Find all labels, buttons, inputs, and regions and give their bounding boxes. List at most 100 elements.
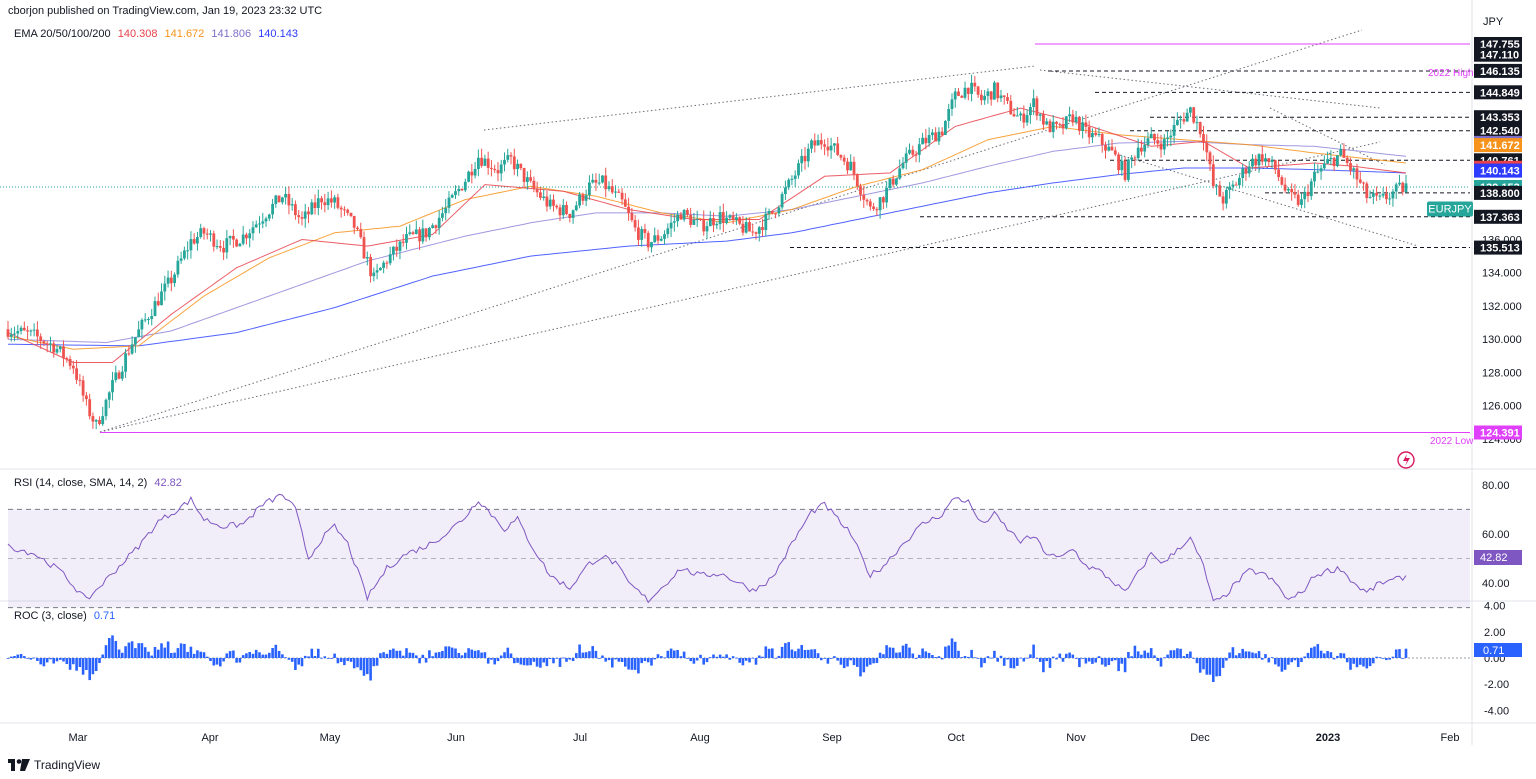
trendline <box>483 65 1036 131</box>
candle-body <box>42 341 46 344</box>
roc-bar <box>428 650 431 658</box>
roc-bar <box>1019 657 1022 659</box>
roc-bar <box>29 658 33 660</box>
candle-body <box>1133 157 1137 159</box>
roc-bar <box>996 658 999 662</box>
candle-body <box>19 327 23 332</box>
roc-bar <box>807 649 810 658</box>
roc-bar <box>741 658 745 666</box>
roc-bar <box>421 654 425 658</box>
tradingview-logo[interactable]: TradingView <box>8 758 100 772</box>
roc-bar <box>1176 648 1179 658</box>
roc-bar <box>124 646 127 658</box>
ema100-value: 141.806 <box>211 28 252 40</box>
roc-bar <box>1182 656 1186 658</box>
candle-body <box>1025 115 1029 123</box>
roc-bar <box>477 650 480 658</box>
roc-bar <box>6 658 10 659</box>
ema-legend[interactable]: EMA 20/50/100/200 140.308 141.672 141.80… <box>14 28 298 40</box>
candle-body <box>271 204 274 215</box>
roc-bar <box>620 658 624 662</box>
candle-body <box>960 95 964 98</box>
roc-bar <box>578 644 581 658</box>
roc-bar <box>1251 652 1254 658</box>
roc-bar <box>761 656 764 658</box>
candle-body <box>196 237 199 244</box>
candle-body <box>405 234 408 243</box>
candle-body <box>1015 115 1019 117</box>
candle-body <box>800 155 804 164</box>
candle-body <box>846 161 849 171</box>
candle-body <box>826 146 830 151</box>
roc-bar <box>411 652 415 658</box>
roc-legend[interactable]: ROC (3, close) 0.71 <box>14 610 115 622</box>
candle-body <box>1205 142 1209 153</box>
candle-body <box>477 157 480 169</box>
roc-bar <box>653 658 656 660</box>
candle-body <box>813 140 817 146</box>
candle-body <box>1385 193 1388 200</box>
roc-bar <box>101 654 104 658</box>
candle-body <box>470 171 474 176</box>
candle-body <box>303 211 307 219</box>
candle-body <box>189 239 193 251</box>
candle-body <box>970 82 973 94</box>
candle-body <box>519 163 523 168</box>
rsi-tick: 40.00 <box>1482 578 1510 590</box>
candle-body <box>212 233 216 247</box>
publish-info: cborjon published on TradingView.com, Ja… <box>8 5 323 17</box>
roc-bar <box>888 647 892 658</box>
roc-bar <box>777 655 781 658</box>
rsi-legend[interactable]: RSI (14, close, SMA, 14, 2) 42.82 <box>14 477 182 489</box>
roc-bar <box>1094 658 1097 663</box>
candle-body <box>98 420 101 424</box>
roc-bar <box>1029 654 1032 658</box>
candle-body <box>235 239 238 247</box>
roc-bar <box>431 656 434 658</box>
price-badge-text: 142.540 <box>1480 126 1520 138</box>
candle-body <box>483 158 487 166</box>
roc-bar <box>313 656 317 658</box>
candle-body <box>150 316 154 319</box>
candle-body <box>944 121 947 135</box>
candle-body <box>251 227 255 234</box>
candle-body <box>1368 196 1372 198</box>
candle-body <box>1172 125 1176 136</box>
candle-body <box>395 246 399 251</box>
roc-bar <box>1153 655 1156 658</box>
rsi-value-text: 42.82 <box>1480 552 1508 564</box>
lightning-icon[interactable] <box>1397 451 1415 469</box>
candle-body <box>1094 133 1098 135</box>
roc-bar <box>699 654 702 658</box>
roc-bar <box>725 654 728 658</box>
candle-body <box>457 188 461 192</box>
grid-lines <box>0 0 1536 745</box>
candle-body <box>245 234 248 239</box>
candle-body <box>120 371 124 379</box>
roc-bar <box>1326 651 1329 658</box>
roc-bar <box>170 653 173 658</box>
roc-bar <box>1329 652 1333 658</box>
symbol-tag[interactable]: EURJPY <box>1427 201 1473 217</box>
roc-bar <box>333 653 336 658</box>
candle-body <box>137 329 141 338</box>
rsi-line <box>7 493 1407 604</box>
roc-bar <box>418 658 421 664</box>
candle-body <box>901 162 905 169</box>
candle-body <box>473 169 477 176</box>
candle-body <box>1365 183 1369 198</box>
candle-body <box>614 191 617 193</box>
candle-body <box>784 187 787 194</box>
candle-body <box>1022 113 1026 123</box>
roc-bar <box>963 656 967 658</box>
ema200-value: 140.143 <box>258 28 298 40</box>
price-badge <box>1474 138 1522 153</box>
candle-body <box>1071 114 1075 123</box>
time-tick: Feb <box>1441 732 1460 744</box>
roc-bar <box>26 658 29 659</box>
candle-body <box>39 336 43 342</box>
candle-body <box>637 227 640 240</box>
roc-bar <box>470 649 474 658</box>
roc-bar <box>173 652 176 658</box>
roc-tick: 4.00 <box>1484 601 1505 613</box>
